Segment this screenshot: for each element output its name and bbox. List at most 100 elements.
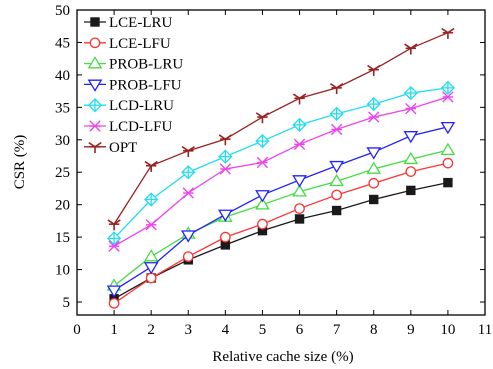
x-tick-label: 0: [73, 322, 81, 338]
legend-marker: [87, 79, 103, 92]
series-line: [113, 32, 449, 225]
legend-label: LCD-LRU: [109, 98, 174, 114]
data-point: [403, 85, 418, 101]
series-lce-lfu: [108, 157, 454, 309]
legend-marker: [87, 56, 103, 69]
data-point: [144, 160, 158, 172]
series-opt: [107, 27, 455, 231]
data-point: [331, 205, 342, 216]
data-point: [440, 121, 456, 135]
data-point: [108, 297, 120, 309]
x-tick-label: 3: [185, 322, 193, 338]
data-point: [218, 209, 233, 222]
y-tick-label: 35: [55, 100, 70, 116]
legend-item-lce-lru: LCE-LRU: [84, 15, 172, 31]
data-point: [443, 177, 453, 188]
data-point: [292, 175, 307, 188]
x-tick-label: 10: [440, 322, 455, 338]
data-point: [440, 80, 456, 95]
x-tick-label: 11: [478, 322, 492, 338]
legend-item-lcd-lru: LCD-LRU: [84, 98, 174, 114]
data-point: [108, 240, 120, 252]
y-tick-label: 10: [55, 263, 70, 279]
data-point: [292, 93, 307, 105]
data-point: [331, 189, 342, 201]
data-point: [292, 184, 307, 197]
data-point: [255, 133, 270, 149]
y-tick-label: 5: [63, 295, 71, 311]
data-point: [182, 251, 194, 262]
legend-label: PROB-LFU: [109, 77, 182, 93]
series-line: [113, 149, 449, 287]
series-line: [113, 126, 449, 291]
data-point: [292, 117, 307, 132]
data-point: [403, 151, 419, 165]
data-point: [107, 219, 121, 231]
data-point: [330, 123, 343, 136]
data-point: [255, 197, 270, 210]
data-point: [219, 163, 232, 175]
legend-label: PROB-LRU: [109, 57, 183, 73]
data-point: [329, 83, 344, 95]
y-tick-label: 40: [55, 68, 70, 84]
data-point: [106, 231, 122, 246]
data-point: [404, 43, 418, 55]
series-line: [113, 87, 448, 239]
y-tick-label: 45: [55, 35, 70, 51]
data-point: [329, 173, 344, 187]
y-tick-label: 25: [55, 165, 70, 181]
x-tick-label: 1: [110, 322, 118, 338]
y-tick-label: 30: [55, 133, 70, 149]
data-point: [366, 161, 382, 174]
data-point: [143, 262, 159, 275]
x-tick-label: 2: [147, 322, 155, 338]
series-group: [106, 27, 456, 309]
data-point: [181, 165, 196, 180]
x-tick-label: 6: [296, 322, 304, 338]
data-point: [368, 177, 380, 189]
legend-marker: [87, 98, 103, 113]
legend-marker: [88, 141, 102, 153]
data-point: [294, 203, 305, 214]
data-point: [367, 64, 381, 76]
legend-item-prob-lfu: PROB-LFU: [84, 77, 182, 93]
data-point: [366, 147, 382, 160]
data-point: [366, 96, 381, 112]
plot-border: [76, 9, 486, 316]
legend-item-lcd-lfu: LCD-LFU: [84, 119, 173, 135]
data-point: [442, 157, 454, 169]
series-lcd-lru: [106, 80, 456, 246]
legend-item-prob-lru: PROB-LRU: [84, 56, 183, 73]
legend-item-opt: OPT: [84, 140, 137, 156]
legend-label: LCD-LFU: [109, 119, 173, 135]
y-tick-label: 20: [55, 198, 70, 214]
legend-label: LCE-LRU: [109, 15, 172, 31]
data-point: [257, 218, 268, 230]
data-point: [368, 111, 380, 123]
data-point: [106, 285, 122, 298]
series-line: [113, 96, 449, 247]
legend-marker: [89, 120, 101, 132]
series-lcd-lfu: [108, 91, 454, 252]
legend-marker: [89, 37, 101, 49]
data-point: [442, 91, 454, 103]
data-point: [145, 272, 157, 284]
series-line: [113, 181, 449, 300]
legend-marker: [90, 17, 100, 27]
data-point: [144, 192, 159, 207]
data-point: [255, 190, 270, 203]
legend-item-lce-lfu: LCE-LFU: [84, 36, 171, 52]
data-point: [440, 142, 456, 156]
series-prob-lfu: [106, 121, 456, 298]
x-tick-label: 7: [333, 322, 341, 338]
y-tick-label: 15: [55, 230, 70, 246]
data-point: [143, 249, 159, 262]
data-point: [294, 214, 305, 224]
data-point: [145, 219, 157, 231]
data-point: [441, 27, 455, 39]
x-tick-label: 5: [259, 322, 267, 338]
data-point: [329, 160, 344, 174]
x-tick-label: 9: [407, 322, 415, 338]
